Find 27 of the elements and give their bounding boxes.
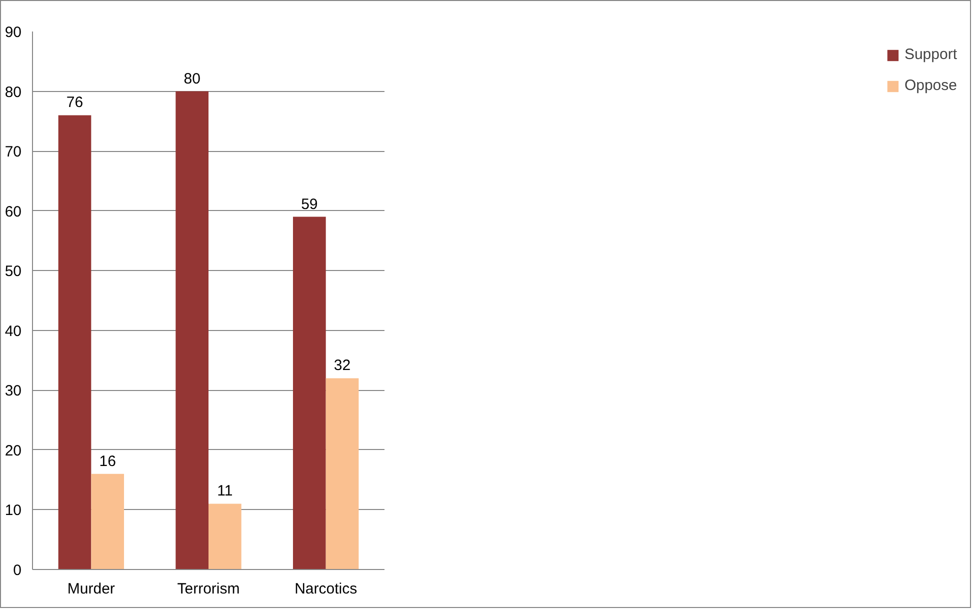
data-label: 16	[99, 452, 116, 470]
x-tick-label: Narcotics	[294, 580, 358, 598]
data-label: 11	[217, 482, 233, 500]
data-label: 59	[301, 196, 318, 213]
y-tick-label: 70	[4, 144, 22, 161]
bar	[91, 474, 124, 570]
legend-label: Oppose	[904, 77, 957, 94]
y-tick-label: 0	[13, 562, 22, 579]
bar	[326, 378, 359, 570]
y-tick-label: 90	[4, 24, 22, 41]
bar	[292, 216, 326, 570]
y-tick-label: 60	[4, 203, 22, 220]
y-tick-label: 50	[4, 263, 22, 280]
data-label: 76	[66, 94, 84, 112]
data-label: 80	[184, 70, 200, 88]
bar	[208, 504, 242, 570]
y-tick-label: 30	[4, 382, 22, 400]
legend-label: Support	[904, 46, 957, 63]
data-label: 32	[334, 357, 351, 374]
bar	[176, 91, 208, 570]
x-tick-label: Murder	[67, 580, 115, 598]
y-tick-label: 80	[4, 84, 22, 101]
y-tick-label: 40	[4, 322, 22, 340]
x-tick-label: Terrorism	[177, 580, 240, 598]
bar	[58, 115, 92, 570]
y-tick-label: 10	[4, 502, 22, 520]
y-tick-label: 20	[4, 442, 22, 460]
